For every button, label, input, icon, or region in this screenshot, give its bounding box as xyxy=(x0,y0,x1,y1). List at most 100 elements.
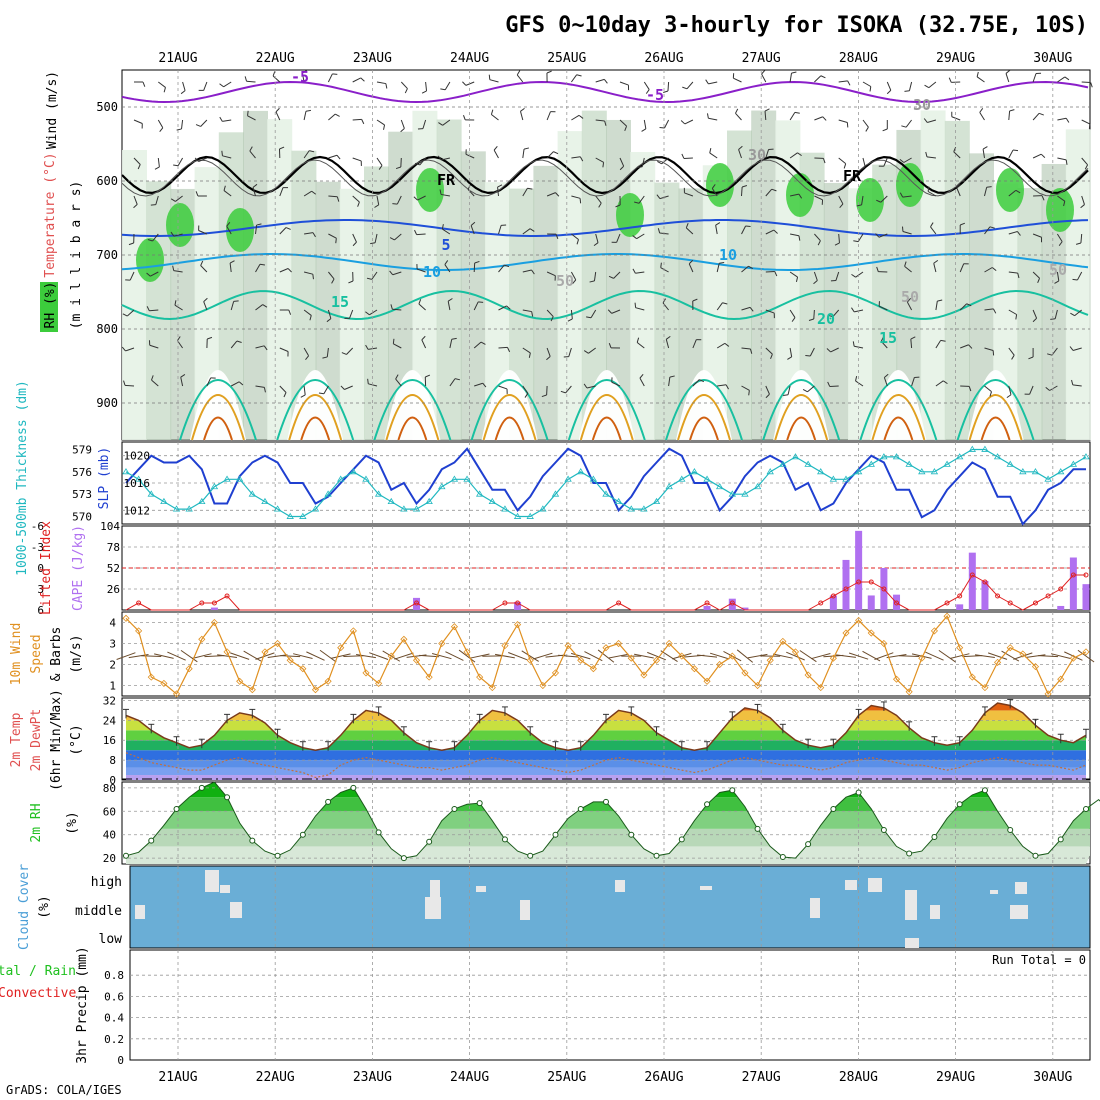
wind-barb-flag xyxy=(1047,353,1053,356)
freezing-level-shadow xyxy=(121,159,1089,197)
wind-barb xyxy=(519,111,524,121)
wind-barb-flag xyxy=(783,394,789,396)
li-tick-label: 0 xyxy=(37,562,44,575)
wind-barb-flag xyxy=(738,145,743,150)
wind-tick-label: 2 xyxy=(109,659,116,672)
thickness-point xyxy=(223,475,231,482)
wind-barb xyxy=(279,268,289,273)
wind-barb-flag xyxy=(247,110,249,116)
wind-barb-flag xyxy=(847,80,851,86)
wind-barb-flag xyxy=(336,196,340,202)
wind-barb xyxy=(902,231,912,235)
wind-barb xyxy=(595,233,599,243)
wind-barb xyxy=(444,81,451,90)
wind-barb xyxy=(419,157,426,166)
wind-barb-flag xyxy=(389,270,394,276)
wind-barb-flag xyxy=(341,352,347,355)
wind-barb-flag xyxy=(852,341,855,347)
isotherm-10 xyxy=(121,253,1089,271)
wind-barb xyxy=(222,119,232,122)
wind-barb-flag xyxy=(986,186,992,188)
wind-speed-point xyxy=(311,686,320,694)
wind-barb-flag xyxy=(1009,109,1015,112)
bottom-date-label: 23AUG xyxy=(353,1070,392,1085)
wind-barb-flag xyxy=(454,378,461,381)
wind-barb xyxy=(588,347,596,354)
wind-label-1: 10m Wind xyxy=(9,623,24,686)
temp-band xyxy=(126,775,1086,780)
precip-label-1: Total / Rain xyxy=(0,964,76,979)
wind-barb xyxy=(328,113,336,121)
cloud-block xyxy=(1010,905,1028,919)
wind-barb xyxy=(272,75,281,83)
top-date-label: 26AUG xyxy=(644,51,683,66)
wind-barb-flag xyxy=(791,71,797,74)
thickness-point xyxy=(235,475,244,482)
cape-tick-label: 104 xyxy=(100,520,120,533)
thickness-point xyxy=(766,468,774,475)
rh-point xyxy=(805,841,812,848)
isotherm-30 xyxy=(786,416,817,441)
isotherm-30 xyxy=(591,416,622,441)
wind-barb-flag xyxy=(147,238,153,242)
isotherm-20 xyxy=(567,379,646,441)
rh-point xyxy=(830,805,837,812)
thickness-point xyxy=(640,505,648,512)
wind-barb-flag xyxy=(421,335,426,341)
wind-barb-flag xyxy=(326,318,332,323)
surface-wind-barb xyxy=(521,650,539,662)
cape-bar xyxy=(956,604,964,610)
thickness-point xyxy=(892,453,901,460)
temp-band xyxy=(126,760,1086,768)
wind-barb xyxy=(223,81,232,88)
wind-speed-point xyxy=(274,639,282,648)
wind-barb xyxy=(809,347,815,357)
rh-point xyxy=(931,834,938,841)
wind-barb xyxy=(667,81,670,92)
run-total: Run Total = 0 xyxy=(992,953,1086,967)
isotherm-30 xyxy=(203,416,233,441)
wind-barb xyxy=(571,156,581,159)
wind-barb-flag xyxy=(244,76,248,82)
wind-barb xyxy=(1072,384,1082,387)
wind-barb xyxy=(1032,271,1040,279)
wind-barb-flag xyxy=(615,204,621,208)
wind-barb xyxy=(684,119,694,125)
isotherm-30 xyxy=(397,416,428,441)
wind-speed-point xyxy=(501,642,509,650)
wind-barb xyxy=(984,226,991,235)
wind-barb xyxy=(692,379,700,387)
temp-label-2: 2m DewPt xyxy=(29,709,44,772)
temp-units: (°C) xyxy=(69,724,84,755)
wind-barb xyxy=(157,81,166,88)
wind-barb xyxy=(930,226,937,235)
wind-speed-point xyxy=(716,660,724,669)
wind-barb xyxy=(327,309,332,319)
thickness-point xyxy=(678,475,686,482)
wind-barb-flag xyxy=(249,146,253,152)
contour-label: -5 xyxy=(291,68,309,86)
wind-barb-flag xyxy=(236,340,242,344)
wind-barb xyxy=(129,271,135,281)
thickness-point xyxy=(122,468,130,475)
wind-barb xyxy=(741,385,750,391)
wind-barb-flag xyxy=(302,70,307,74)
wind-barb-flag xyxy=(195,124,201,127)
isotherm-30 xyxy=(300,416,331,441)
wind-barb xyxy=(444,264,451,273)
surface-wind-barb xyxy=(862,650,881,662)
wind-barb xyxy=(878,233,888,238)
wind-barb xyxy=(416,233,426,236)
wind-barb xyxy=(230,381,240,387)
surface-wind-barb xyxy=(697,654,718,658)
wind-barb xyxy=(467,189,475,197)
li-point xyxy=(211,600,217,606)
wind-barb-flag xyxy=(645,89,650,94)
surface-wind-barb xyxy=(810,653,831,660)
rh-point xyxy=(855,789,862,796)
top-date-label: 22AUG xyxy=(256,51,295,66)
wind-barb-flag xyxy=(1017,231,1021,236)
rh2m-label: 2m RH xyxy=(29,803,44,842)
wind-barb xyxy=(442,228,451,235)
wind-speed-point xyxy=(375,679,383,687)
